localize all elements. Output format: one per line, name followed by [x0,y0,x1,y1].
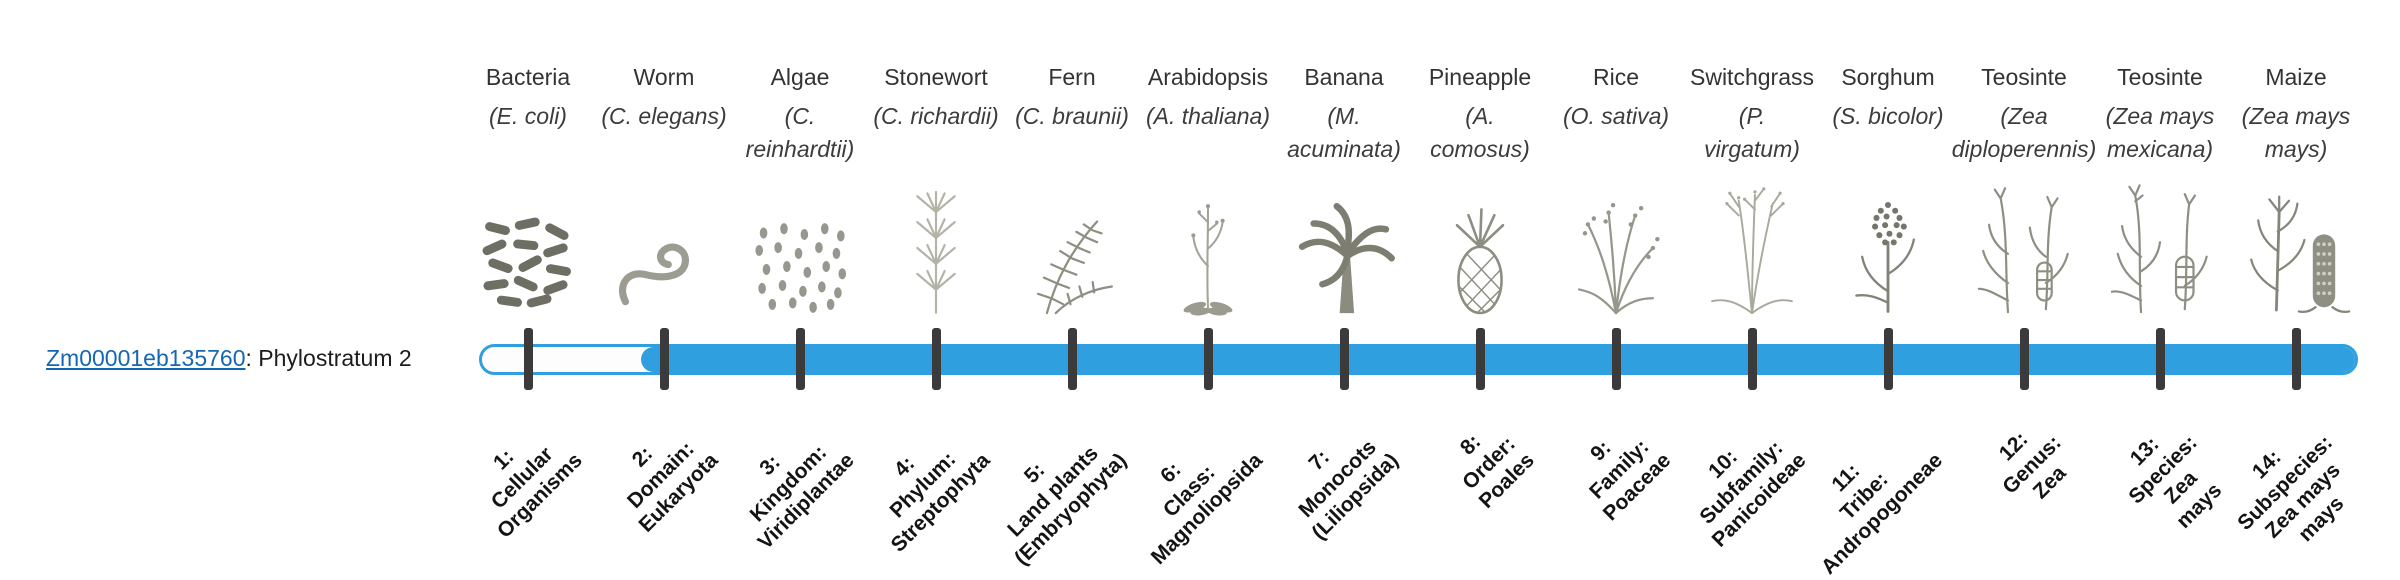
organism-column: Teosinte (Zea mays mexicana) 13: Species… [2072,0,2248,580]
organism-scientific-name: (O. sativa) [1562,103,1670,129]
organism-scientific-name: (Zea diploperennis) [1951,103,2097,163]
organism-common-name: Maize [2265,64,2327,90]
phylostratum-tick [795,328,805,390]
phylostratum-tick [1611,328,1621,390]
organism-column: Algae (C. reinhardtii) 3: Kingdom: Virid… [712,0,888,580]
organism-scientific-name: (S. bicolor) [1832,103,1944,129]
phylostratum-tick [2291,328,2301,390]
organism-common-name: Teosinte [1981,64,2067,90]
organism-column: Worm (C. elegans) 2: Domain: Eukaryota [576,0,752,580]
pineapple-icon [1392,158,1568,316]
organism-column: Bacteria (E. coli) 1: Cellular Organisms [440,0,616,580]
phylostratum-tick [1475,328,1485,390]
organism-scientific-name: (M. acuminata) [1287,103,1401,163]
organism-common-name: Teosinte [2117,64,2203,90]
organism-common-name: Rice [1592,64,1639,90]
phylostratum-tick [523,328,533,390]
rice-plant-icon [1528,158,1704,316]
phylostratum-tick [2155,328,2165,390]
phylostrata-bar-fill [641,347,2355,372]
organism-column: Fern (C. braunii) 5: Land plants (Embryo… [984,0,1160,580]
organism-scientific-name: (C. reinhardtii) [745,103,855,163]
organism-column: Stonewort (C. richardii) 4: Phylum: Stre… [848,0,1024,580]
organism-column: Maize (Zea mays mays) [2208,0,2384,580]
phylostrata-bar [479,344,2358,375]
teosinte-mexicana-icon [2072,158,2248,316]
sorghum-icon [1800,158,1976,316]
phylostratum-tick [1883,328,1893,390]
maize-icon [2208,158,2384,316]
organism-column: Teosinte (Zea diploperennis) 12: Genus: … [1936,0,2112,580]
organism-common-name: Stonewort [884,64,988,90]
arabidopsis-icon [1120,158,1296,316]
phylostratum-tick [931,328,941,390]
phylostratum-tick [1067,328,1077,390]
organism-column: Switchgrass (P. virgatum) 10: Subfamily:… [1664,0,1840,580]
organism-scientific-name: (Zea mays mays) [2241,103,2351,163]
organism-column: Pineapple (A. comosus) 8: Order: Poales [1392,0,1568,580]
bacteria-icon [440,158,616,316]
phylostratum-tick [1747,328,1757,390]
organism-common-name: Banana [1304,64,1384,90]
phylostratum-tick [659,328,669,390]
organism-column: Arabidopsis (A. thaliana) 6: Class: Magn… [1120,0,1296,580]
organism-scientific-name: (A. thaliana) [1145,103,1270,129]
organism-column: Banana (M. acuminata) 7: Monocots (Lilio… [1256,0,1432,580]
phylostratum-tick [2019,328,2029,390]
organism-scientific-name: (C. elegans) [601,103,727,129]
organism-common-name: Switchgrass [1690,64,1814,90]
stonewort-icon [848,158,1024,316]
phylostratum-tick [1339,328,1349,390]
worm-icon [576,158,752,316]
organism-column: Rice (O. sativa) 9: Family: Poaceae [1528,0,1704,580]
banana-plant-icon [1256,158,1432,316]
organism-scientific-name: (C. richardii) [873,103,999,129]
organism-common-name: Sorghum [1841,64,1935,90]
organism-scientific-name: (Zea mays mexicana) [2105,103,2215,163]
switchgrass-icon [1664,158,1840,316]
gene-label-suffix: : Phylostratum 2 [245,345,412,371]
organism-scientific-name: (C. braunii) [1015,103,1129,129]
organism-common-name: Arabidopsis [1147,64,1269,90]
organism-common-name: Pineapple [1428,64,1532,90]
organism-common-name: Algae [770,64,830,90]
organism-scientific-name: (P. virgatum) [1704,103,1800,163]
organism-common-name: Worm [633,64,695,90]
phylostratum-tick [1203,328,1213,390]
fern-icon [984,158,1160,316]
gene-link[interactable]: Zm00001eb135760 [46,345,246,371]
teosinte-diploperennis-icon [1936,158,2112,316]
organism-column: Sorghum (S. bicolor) 11: Tribe: Andropog… [1800,0,1976,580]
organism-common-name: Bacteria [485,64,571,90]
algae-icon [712,158,888,316]
organism-scientific-name: (A. comosus) [1430,103,1530,163]
organism-common-name: Fern [1048,64,1096,90]
organism-scientific-name: (E. coli) [489,103,567,129]
gene-label: Zm00001eb135760: Phylostratum 2 [46,345,412,372]
